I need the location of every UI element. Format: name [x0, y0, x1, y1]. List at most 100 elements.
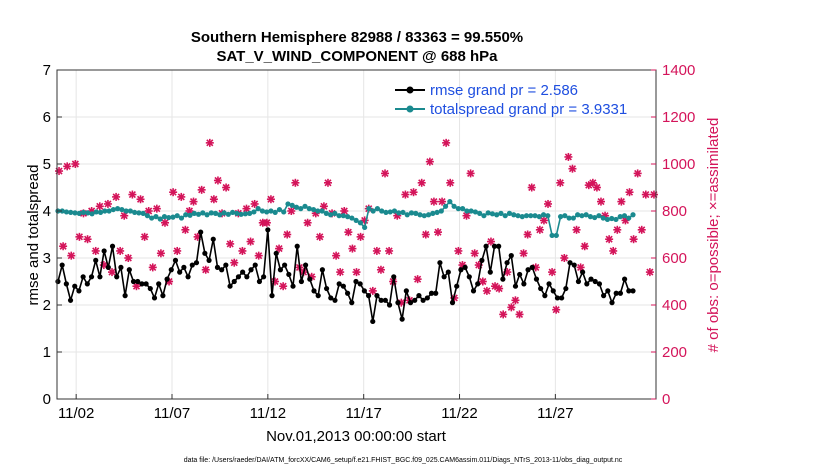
y-axis-right-label: # of obs: o=possible; ×=assimilated: [705, 118, 722, 353]
rmse-point: [357, 281, 363, 287]
obs-point: [641, 190, 650, 199]
spread-point: [336, 213, 342, 219]
obs-point: [108, 268, 117, 277]
rmse-point: [202, 250, 208, 256]
obs-point: [67, 251, 76, 260]
spread-point: [59, 208, 65, 214]
rmse-point: [567, 260, 573, 266]
obs-point: [91, 246, 100, 255]
spread-point: [195, 211, 202, 217]
y-tick-label-left: 2: [43, 297, 51, 314]
rmse-point: [135, 278, 141, 285]
rmse-point: [72, 283, 78, 289]
rmse-point: [533, 276, 540, 282]
spread-point: [166, 214, 172, 221]
obs-point: [344, 228, 353, 237]
rmse-point: [323, 285, 330, 292]
spread-point: [396, 210, 402, 216]
spread-point: [540, 212, 547, 218]
chart-title: Southern Hemisphere 82988 / 83363 = 99.5…: [191, 29, 523, 46]
obs-point: [177, 192, 186, 201]
spread-point: [379, 208, 385, 214]
obs-point: [323, 178, 332, 187]
obs-point: [63, 162, 72, 171]
rmse-point: [407, 300, 414, 306]
obs-point: [181, 225, 190, 234]
obs-point: [515, 310, 524, 319]
rmse-point: [252, 262, 258, 268]
spread-point: [498, 210, 504, 216]
rmse-point: [592, 278, 598, 285]
chart-subtitle: SAT_V_WIND_COMPONENT @ 688 hPa: [216, 48, 498, 65]
rmse-point: [403, 288, 409, 294]
rmse-point: [344, 290, 351, 296]
y-tick-label-left: 3: [43, 250, 51, 267]
spread-point: [127, 208, 133, 214]
legend-spread-label: totalspread grand pr = 3.9331: [430, 101, 627, 118]
rmse-point: [491, 243, 498, 249]
rmse-point: [286, 271, 292, 278]
obs-point: [576, 263, 585, 272]
obs-point: [336, 268, 345, 277]
spread-point: [212, 210, 219, 216]
spread-point: [472, 209, 478, 215]
rmse-point: [386, 302, 393, 308]
obs-point: [128, 190, 137, 199]
spread-point: [234, 210, 240, 216]
spread-point: [391, 208, 398, 214]
rmse-point: [554, 295, 561, 301]
spread-point: [268, 208, 274, 214]
obs-point: [75, 232, 84, 241]
obs-point: [544, 199, 553, 208]
obs-point: [381, 169, 390, 178]
spread-point: [451, 203, 457, 209]
obs-point: [527, 183, 536, 192]
rmse-point: [109, 243, 116, 249]
rmse-point: [332, 297, 338, 303]
spread-point: [247, 210, 253, 216]
spread-point: [221, 210, 227, 216]
rmse-point: [248, 267, 254, 273]
spread-point: [523, 213, 530, 219]
rmse-point: [517, 271, 523, 278]
spread-point: [485, 210, 491, 216]
obs-point: [262, 218, 271, 227]
x-tick-label: 11/07: [154, 405, 190, 422]
spread-point: [600, 215, 606, 221]
obs-point: [462, 211, 471, 220]
rmse-point: [550, 288, 556, 294]
line-series: [55, 199, 636, 325]
obs-point: [230, 258, 239, 267]
spread-point: [413, 210, 419, 216]
spread-point: [174, 213, 180, 219]
rmse-point: [311, 288, 317, 294]
obs-point: [169, 188, 178, 197]
legend: rmse grand pr = 2.586 totalspread grand …: [395, 82, 627, 118]
spread-point: [434, 209, 440, 216]
rmse-point: [445, 269, 451, 275]
obs-point: [209, 195, 218, 204]
obs-point: [103, 199, 112, 208]
obs-point: [376, 265, 385, 274]
y-tick-label-right: 1200: [662, 109, 695, 126]
spread-point: [293, 204, 300, 210]
plot-frame: [56, 69, 657, 400]
spread-point: [494, 212, 500, 218]
obs-point: [303, 218, 312, 227]
obs-point: [523, 230, 532, 239]
legend-rmse-marker: [406, 86, 414, 94]
rmse-point: [303, 262, 309, 268]
spread-point: [302, 203, 308, 209]
spread-point: [204, 212, 210, 218]
x-tick-label: 11/22: [441, 405, 477, 422]
obs-point: [433, 228, 442, 237]
rmse-point: [538, 285, 544, 292]
spread-point: [251, 209, 257, 215]
obs-point: [83, 235, 92, 244]
obs-point: [629, 235, 638, 244]
spread-point: [238, 211, 244, 217]
rmse-point: [462, 264, 468, 270]
spread-point: [178, 215, 185, 221]
obs-point: [319, 202, 328, 211]
